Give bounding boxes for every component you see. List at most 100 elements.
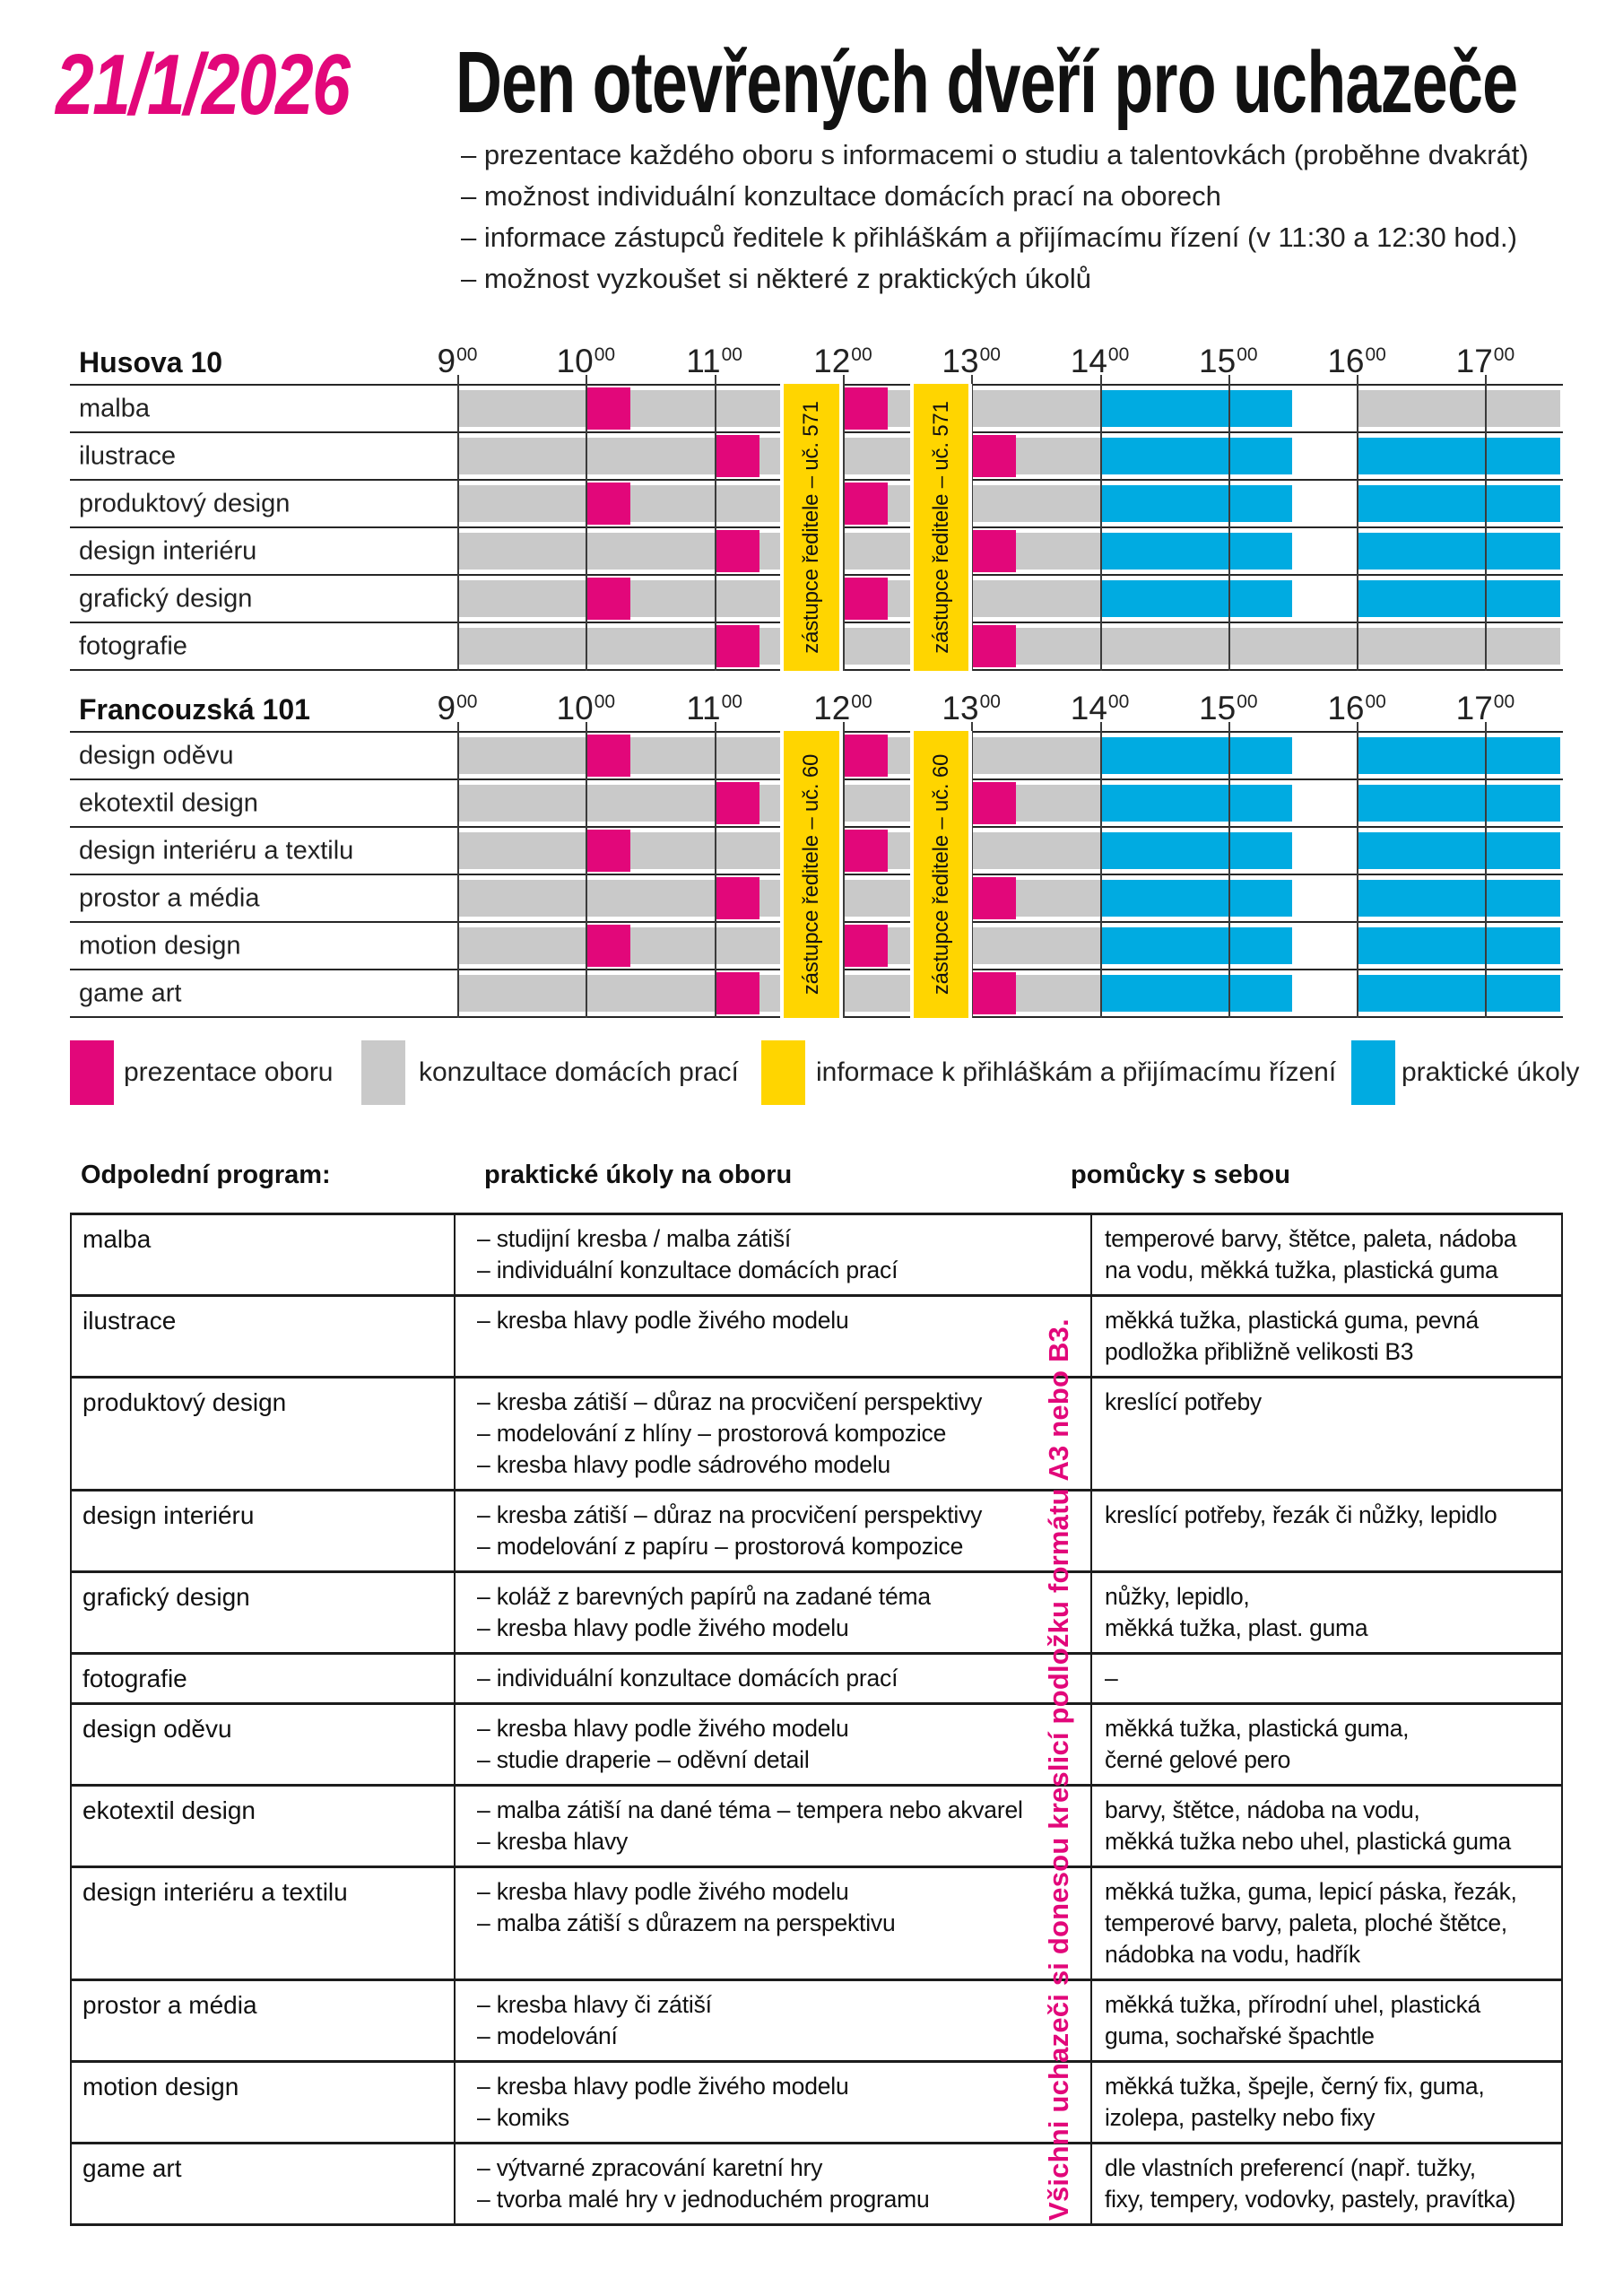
pomucky-line: izolepa, pastelky nebo fixy	[1105, 2104, 1376, 2131]
afternoon-pomucky: kreslící potřeby, řezák či nůžky, lepidl…	[1092, 1492, 1561, 1570]
row-label-fotografie: fotografie	[79, 631, 187, 660]
afternoon-ukoly: – koláž z barevných papírů na zadané tém…	[456, 1573, 1092, 1652]
ukol-line: – kresba zátiší – důraz na procvičení pe…	[477, 1388, 983, 1415]
afternoon-obor: design interiéru a textilu	[72, 1868, 456, 1979]
segment-pink	[971, 972, 1017, 1014]
timetable-rows: malba ilustrace produktový design design in…	[70, 384, 1563, 671]
intro-bullet-list: – prezentace každého oboru s informacemi…	[461, 135, 1529, 300]
hour-label: 1200	[813, 690, 872, 726]
segment-blue	[1357, 737, 1560, 774]
hour-minutes-sup: 00	[1493, 344, 1515, 365]
hour-minutes-sup: 00	[594, 344, 616, 365]
segment-blue	[1099, 785, 1293, 822]
segment-blue	[1099, 533, 1293, 570]
hour-label: 1600	[1327, 690, 1386, 726]
afternoon-obor: motion design	[72, 2063, 456, 2142]
afternoon-row: prostor a média – kresba hlavy či zátiší –…	[72, 1981, 1561, 2063]
segment-blue	[1099, 880, 1293, 917]
segment-pink	[586, 387, 631, 430]
hour-minutes-sup: 00	[1107, 344, 1130, 365]
ukol-line: – tvorba malé hry v jednoduchém programu	[477, 2186, 930, 2213]
afternoon-row: grafický design – koláž z barevných papír…	[72, 1573, 1561, 1655]
afternoon-row: ekotextil design – malba zátiší na dané t…	[72, 1787, 1561, 1868]
segment-gray	[457, 832, 1100, 869]
ukol-line: – kresba hlavy podle živého modelu	[477, 1715, 849, 1742]
afternoon-header-program: Odpolední program:	[81, 1161, 331, 1189]
hour-gridline	[842, 375, 845, 671]
ukol-line: – kresba hlavy podle živého modelu	[477, 2073, 849, 2100]
hour-label: 1000	[556, 343, 616, 379]
afternoon-row: fotografie – individuální konzultace domá…	[72, 1655, 1561, 1705]
afternoon-ukoly: – kresba hlavy či zátiší – modelování	[456, 1981, 1092, 2060]
afternoon-pomucky: měkká tužka, přírodní uhel, plastická gum…	[1092, 1981, 1561, 2060]
hour-gridline	[1099, 722, 1102, 1018]
hour-minutes-sup: 00	[1493, 691, 1515, 712]
afternoon-pomucky: měkká tužka, plastická guma, pevná podlož…	[1092, 1297, 1561, 1376]
afternoon-ukoly: – studijní kresba / malba zátiší – indivi…	[456, 1215, 1092, 1294]
ukol-line: – studijní kresba / malba zátiší	[477, 1225, 792, 1252]
afternoon-obor: malba	[72, 1215, 456, 1294]
afternoon-row: produktový design – kresba zátiší – důraz…	[72, 1378, 1561, 1492]
location-label: Husova 10	[79, 346, 223, 378]
timetable-husova: Husova 10 900 1000 1100 1200 1300 1400 1500 160…	[70, 341, 1563, 674]
row-label-grafický-design: grafický design	[79, 584, 253, 613]
row-label-prostor-a-média: prostor a média	[79, 883, 260, 912]
afternoon-header-ukoly: praktické úkoly na oboru	[484, 1161, 793, 1189]
segment-blue	[1357, 533, 1560, 570]
hour-gridline	[1357, 722, 1359, 1018]
segment-pink	[714, 877, 759, 919]
pomucky-line: temperové barvy, paleta, ploché štětce,	[1105, 1909, 1507, 1936]
segment-pink	[586, 735, 631, 777]
segment-blue	[1099, 927, 1293, 964]
hour-gridline	[586, 375, 588, 671]
row-label-produktový-design: produktový design	[79, 489, 291, 517]
row-label-motion-design: motion design	[79, 931, 241, 960]
hour-minutes-sup: 00	[1237, 691, 1258, 712]
ukol-line: – kresba hlavy podle sádrového modelu	[477, 1451, 891, 1478]
ukol-line: – individuální konzultace domácích prací	[477, 1665, 898, 1692]
info-band-note: zástupce ředitele – uč. 571	[928, 401, 953, 654]
segment-blue	[1099, 832, 1293, 869]
ukol-line: – kresba zátiší – důraz na procvičení pe…	[477, 1501, 983, 1528]
hour-gridline	[1357, 375, 1359, 671]
afternoon-ukoly: – malba zátiší na dané téma – tempera ne…	[456, 1787, 1092, 1866]
afternoon-ukoly: – kresba hlavy podle živého modelu – malb…	[456, 1868, 1092, 1979]
hour-minutes-sup: 00	[851, 344, 872, 365]
segment-blue	[1099, 485, 1293, 522]
segment-blue	[1357, 785, 1560, 822]
afternoon-table: malba – studijní kresba / malba zátiší – i…	[70, 1213, 1563, 2226]
afternoon-pomucky: barvy, štětce, nádoba na vodu, měkká tužk…	[1092, 1787, 1561, 1866]
page-title-text: Den otevřených dveří pro uchazeče	[456, 33, 1518, 131]
hour-label: 1200	[813, 343, 872, 379]
hour-gridline	[1228, 722, 1230, 1018]
timetable-row: game art	[70, 970, 1563, 1018]
ukol-line: – studie draperie – oděvní detail	[477, 1746, 810, 1773]
hour-label: 1300	[942, 343, 1001, 379]
page-title: Den otevřených dveří pro uchazeče	[456, 32, 1623, 133]
hour-label: 1500	[1199, 343, 1258, 379]
afternoon-pomucky: kreslící potřeby	[1092, 1378, 1561, 1489]
pomucky-line: na vodu, měkká tužka, plastická guma	[1105, 1257, 1498, 1283]
afternoon-pomucky: měkká tužka, špejle, černý fix, guma, izo…	[1092, 2063, 1561, 2142]
pomucky-line: –	[1105, 1665, 1118, 1692]
info-band: zástupce ředitele – uč. 60	[779, 731, 843, 1018]
segment-gray	[457, 927, 1100, 964]
row-label-ekotextil-design: ekotextil design	[79, 788, 258, 817]
pomucky-line: měkká tužka, přírodní uhel, plastická	[1105, 1991, 1480, 2018]
legend-swatch-blue	[1351, 1040, 1395, 1105]
hour-label: 1500	[1199, 690, 1258, 726]
ukol-line: – kresba hlavy podle živého modelu	[477, 1614, 849, 1641]
afternoon-ukoly: – kresba zátiší – důraz na procvičení pe…	[456, 1492, 1092, 1570]
hour-label: 900	[437, 690, 478, 726]
pomucky-line: měkká tužka, plastická guma,	[1105, 1715, 1410, 1742]
info-band-note: zástupce ředitele – uč. 571	[798, 401, 823, 654]
afternoon-ukoly: – kresba zátiší – důraz na procvičení pe…	[456, 1378, 1092, 1489]
segment-blue	[1357, 927, 1560, 964]
pomucky-line: měkká tužka, plast. guma	[1105, 1614, 1368, 1641]
segment-pink	[714, 435, 759, 477]
segment-blue	[1357, 880, 1560, 917]
afternoon-row: design interiéru – kresba zátiší – důraz …	[72, 1492, 1561, 1573]
hour-minutes-sup: 00	[979, 691, 1001, 712]
segment-blue	[1357, 975, 1560, 1012]
